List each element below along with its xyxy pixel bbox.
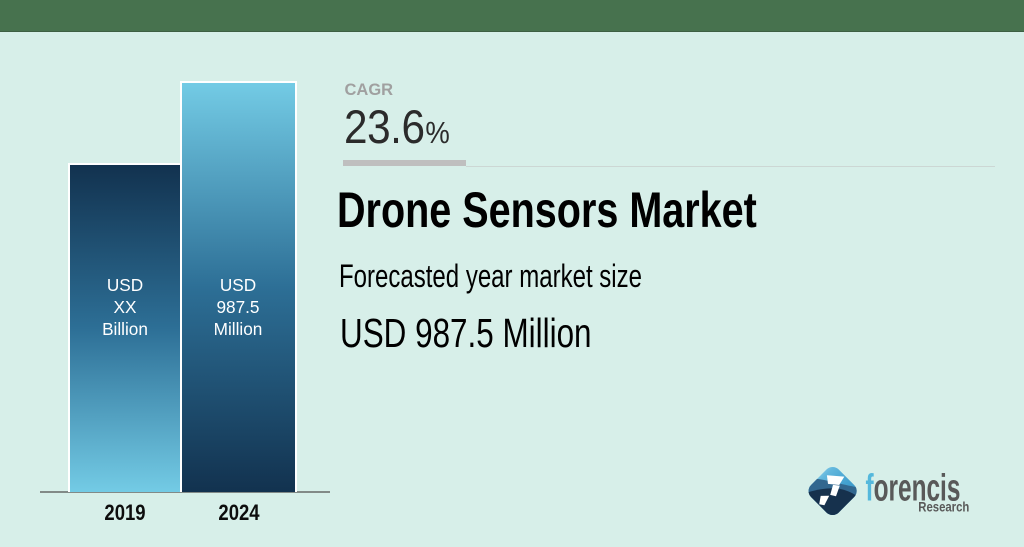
svg-text:Research: Research [918,500,969,515]
svg-text:forencis: forencis [866,466,961,509]
